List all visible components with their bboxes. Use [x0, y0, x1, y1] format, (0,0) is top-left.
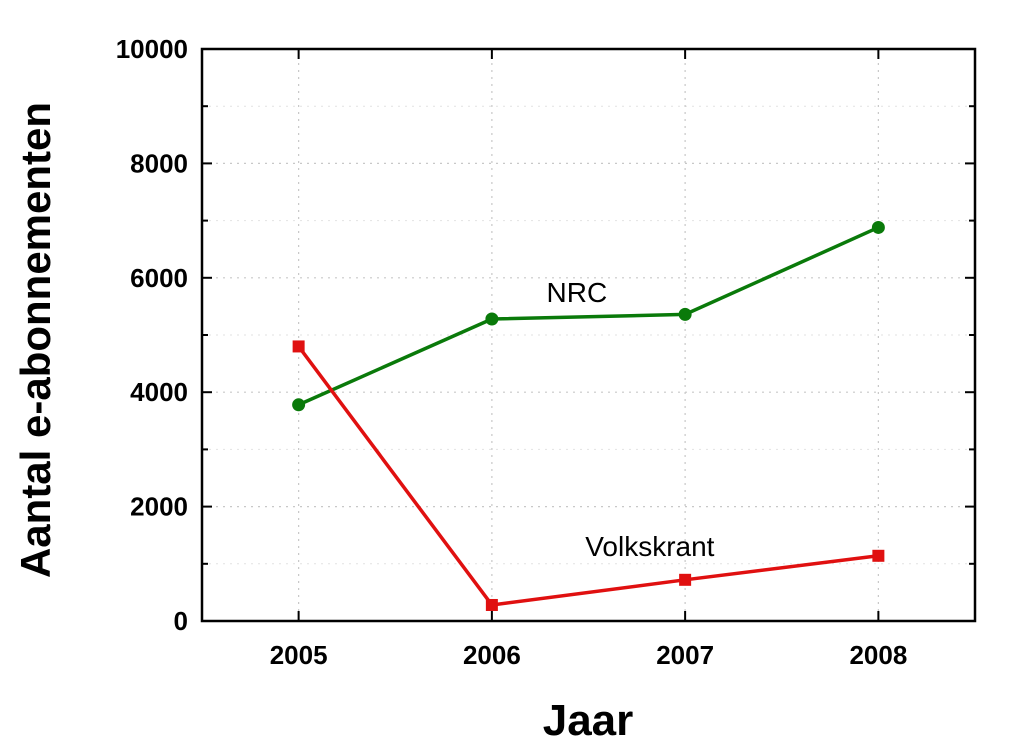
grid: [202, 49, 975, 621]
y-tick-label: 10000: [116, 34, 188, 64]
data-point-volkskrant: [485, 598, 498, 611]
x-axis-title: Jaar: [543, 696, 634, 745]
series-labels: NRC Volkskrant: [547, 277, 715, 562]
y-tick-label: 4000: [130, 377, 188, 407]
y-axis-title: Aantal e-abonnementen: [12, 102, 59, 578]
data-point-nrc: [292, 398, 306, 412]
series-label-volkskrant: Volkskrant: [585, 531, 714, 562]
y-tick-label: 0: [174, 606, 188, 636]
series-line-nrc: [297, 225, 880, 407]
data-point-nrc: [871, 220, 885, 234]
x-tick-label: 2005: [270, 640, 328, 670]
data-point-volkskrant: [292, 340, 305, 353]
y-axis-tick-labels: 0 2000 4000 6000 8000 10000: [116, 34, 188, 636]
x-tick-label: 2008: [849, 640, 907, 670]
y-tick-label: 8000: [130, 148, 188, 178]
data-point-nrc: [678, 307, 692, 321]
x-tick-label: 2007: [656, 640, 714, 670]
axis-ticks: [202, 48, 975, 622]
series-layer: [292, 220, 885, 611]
x-axis-tick-labels: 2005 2006 2007 2008: [270, 640, 908, 670]
series-label-nrc: NRC: [547, 277, 608, 308]
data-point-nrc: [485, 312, 499, 326]
y-tick-label: 6000: [130, 263, 188, 293]
data-point-volkskrant: [872, 549, 885, 562]
x-tick-label: 2006: [463, 640, 521, 670]
series-line-volkskrant: [297, 345, 879, 607]
y-tick-label: 2000: [130, 492, 188, 522]
data-point-volkskrant: [679, 573, 692, 586]
